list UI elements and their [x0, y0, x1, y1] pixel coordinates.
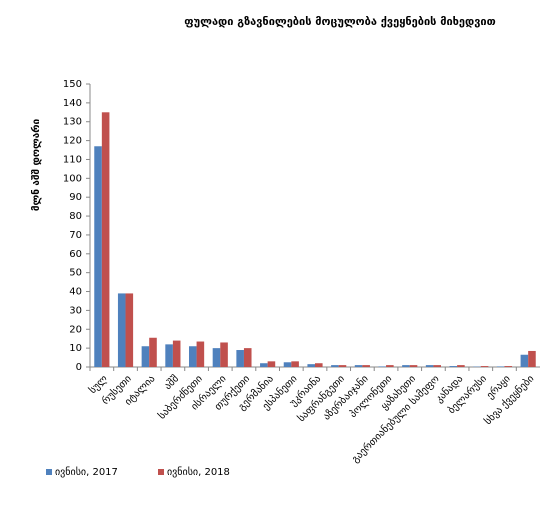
legend-swatch [46, 469, 52, 475]
y-tick-label: 80 [69, 211, 82, 222]
bar [291, 361, 299, 367]
x-tick-label: აშშ [162, 373, 181, 392]
bar [362, 365, 370, 367]
bar [433, 365, 441, 367]
bar [528, 350, 536, 367]
bar [386, 365, 394, 367]
bar [165, 344, 173, 367]
bar [378, 366, 387, 367]
bar [101, 112, 110, 367]
y-tick-label: 50 [69, 268, 82, 279]
bar [243, 348, 252, 367]
bar [117, 293, 126, 367]
bar [236, 350, 244, 367]
y-tick-label: 100 [63, 173, 82, 184]
bar [457, 365, 465, 367]
y-tick-label: 120 [63, 136, 82, 147]
legend-label: ივნისი, 2018 [167, 466, 230, 478]
bar [307, 364, 315, 367]
bar [220, 342, 228, 367]
bar [354, 365, 363, 367]
bar [331, 365, 339, 367]
bar [520, 354, 529, 367]
bar [260, 363, 268, 367]
y-tick-label: 40 [69, 287, 82, 298]
bar [149, 337, 157, 367]
bar [496, 366, 505, 367]
bar [315, 363, 323, 367]
y-tick-label: 60 [69, 249, 82, 260]
y-tick-label: 150 [63, 79, 82, 90]
y-tick-label: 20 [69, 324, 82, 335]
y-tick-label: 110 [63, 154, 82, 165]
bar [189, 346, 197, 367]
y-tick-label: 30 [69, 305, 82, 316]
bar [212, 348, 221, 367]
bar [402, 365, 410, 367]
bar [480, 366, 489, 367]
legend-label: ივნისი, 2017 [55, 466, 118, 478]
bar [94, 146, 102, 367]
bar [449, 366, 458, 367]
y-axis-label: მლნ აშშ დოლარი [30, 118, 42, 211]
y-tick-label: 10 [69, 343, 82, 354]
y-tick-label: 70 [69, 230, 82, 241]
bar [425, 365, 434, 367]
y-tick-label: 130 [63, 117, 82, 128]
y-tick-label: 90 [69, 192, 82, 203]
bar [283, 362, 292, 367]
bar [338, 365, 347, 367]
y-tick-label: 0 [76, 362, 82, 373]
bar [141, 346, 150, 367]
y-tick-label: 140 [63, 98, 82, 109]
legend-swatch [158, 469, 164, 475]
bar [267, 361, 276, 367]
bar [196, 341, 205, 367]
bar [172, 340, 181, 367]
bar [504, 366, 513, 367]
chart-title: ფულადი გზავნილების მოცულობა ქვეყნების მი… [184, 15, 495, 28]
bar [125, 293, 134, 367]
bar [409, 365, 418, 367]
